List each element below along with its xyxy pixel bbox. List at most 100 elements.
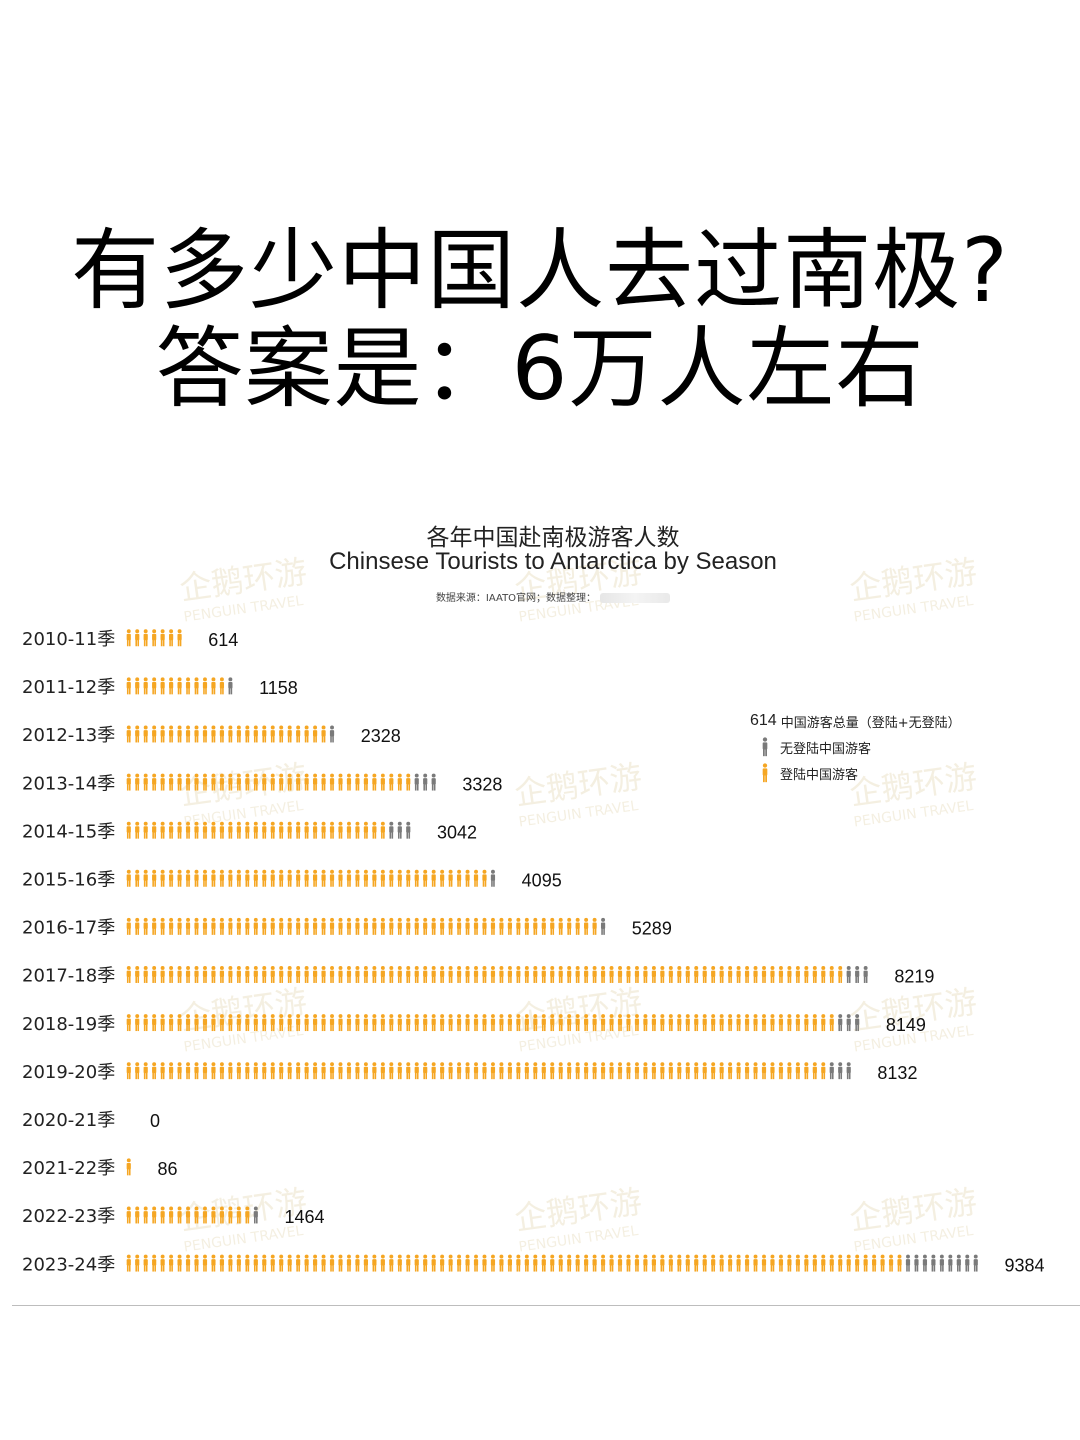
person-orange-icon	[143, 917, 148, 935]
person-orange-icon	[423, 917, 428, 935]
person-orange-icon	[270, 1062, 275, 1080]
person-orange-icon	[575, 966, 580, 983]
person-orange-icon	[135, 966, 140, 983]
person-orange-icon	[287, 917, 292, 935]
person-orange-icon	[152, 773, 157, 791]
person-gray-icon	[253, 1206, 258, 1224]
person-orange-icon	[456, 917, 462, 935]
person-orange-icon	[202, 869, 208, 887]
person-orange-icon	[694, 1014, 699, 1032]
legend-landing: 登陆中国游客	[750, 760, 961, 786]
person-orange-icon	[346, 1254, 352, 1272]
person-orange-icon	[228, 821, 233, 839]
person-orange-icon	[584, 966, 589, 983]
person-orange-icon	[440, 966, 445, 983]
person-orange-icon	[160, 1014, 165, 1032]
person-orange-icon	[448, 1014, 453, 1032]
person-orange-icon	[702, 1014, 707, 1032]
person-orange-icon	[211, 1062, 216, 1080]
person-orange-icon	[143, 966, 148, 983]
person-orange-icon	[770, 966, 775, 983]
legend-non-landing: 无登陆中国游客	[750, 734, 961, 760]
person-orange-icon	[634, 1254, 640, 1272]
value-label: 614	[208, 630, 238, 650]
person-orange-icon	[253, 821, 258, 839]
person-orange-icon	[609, 1254, 614, 1272]
person-orange-icon	[778, 966, 784, 983]
person-orange-icon	[584, 1014, 589, 1032]
person-orange-icon	[329, 773, 335, 791]
person-orange-icon	[185, 1014, 191, 1032]
person-orange-icon	[169, 773, 174, 791]
person-orange-icon	[795, 1254, 800, 1272]
person-orange-icon	[363, 1062, 369, 1080]
category-label: 2023-24季	[22, 1254, 115, 1275]
person-orange-icon	[473, 1254, 479, 1272]
person-orange-icon	[253, 773, 258, 791]
person-orange-icon	[872, 1254, 877, 1272]
person-orange-icon	[211, 821, 216, 839]
person-orange-icon	[660, 1254, 665, 1272]
person-orange-icon	[711, 1062, 716, 1080]
person-orange-icon	[329, 821, 335, 839]
person-orange-icon	[321, 1062, 326, 1080]
person-orange-icon	[363, 1254, 369, 1272]
person-orange-icon	[219, 869, 225, 887]
person-orange-icon	[194, 1014, 199, 1032]
person-gray-icon	[973, 1254, 978, 1272]
person-orange-icon	[355, 773, 360, 791]
person-orange-icon	[363, 821, 369, 839]
person-orange-icon	[389, 1014, 394, 1032]
person-orange-icon	[211, 1254, 216, 1272]
person-orange-icon	[507, 1254, 512, 1272]
pictograph-bar	[126, 1254, 978, 1272]
person-orange-icon	[211, 725, 216, 743]
person-orange-icon	[372, 869, 377, 887]
person-orange-icon	[685, 1254, 690, 1272]
person-orange-icon	[160, 869, 165, 887]
person-orange-icon	[685, 1062, 690, 1080]
person-orange-icon	[329, 1062, 335, 1080]
person-orange-icon	[194, 1206, 199, 1224]
value-label: 8149	[886, 1015, 926, 1035]
person-orange-icon	[634, 1062, 640, 1080]
person-orange-icon	[719, 966, 724, 983]
person-gray-icon	[939, 1254, 944, 1272]
person-gray-icon	[846, 966, 851, 983]
person-orange-icon	[550, 966, 555, 983]
person-orange-icon	[829, 1254, 834, 1272]
value-label: 1158	[259, 678, 298, 698]
person-orange-icon	[482, 1254, 487, 1272]
person-orange-icon	[126, 1254, 131, 1272]
person-orange-icon	[279, 1062, 284, 1080]
person-orange-icon	[321, 917, 326, 935]
person-orange-icon	[550, 917, 555, 935]
person-gray-icon	[829, 1062, 834, 1080]
person-orange-icon	[600, 1254, 606, 1272]
person-orange-icon	[541, 917, 546, 935]
person-orange-icon	[499, 1014, 504, 1032]
person-orange-icon	[236, 773, 241, 791]
category-label: 2019-20季	[22, 1062, 115, 1083]
person-orange-icon	[135, 677, 140, 695]
person-orange-icon	[287, 966, 292, 983]
person-orange-icon	[592, 966, 597, 983]
person-orange-icon	[406, 869, 411, 887]
person-orange-icon	[677, 1062, 682, 1080]
person-orange-icon	[194, 966, 199, 983]
person-gray-icon	[228, 677, 233, 695]
person-orange-icon	[694, 1062, 699, 1080]
person-orange-icon	[397, 1014, 402, 1032]
person-orange-icon	[380, 869, 385, 887]
value-label: 4095	[522, 871, 562, 891]
person-orange-icon	[236, 725, 241, 743]
legend-non-landing-label: 无登陆中国游客	[780, 741, 872, 757]
person-orange-icon	[312, 966, 318, 983]
person-orange-icon	[431, 1254, 436, 1272]
person-orange-icon	[795, 1062, 800, 1080]
person-orange-icon	[169, 725, 174, 743]
person-orange-icon	[287, 869, 292, 887]
person-gray-icon	[760, 737, 770, 757]
person-orange-icon	[228, 1014, 233, 1032]
person-orange-icon	[169, 966, 174, 983]
